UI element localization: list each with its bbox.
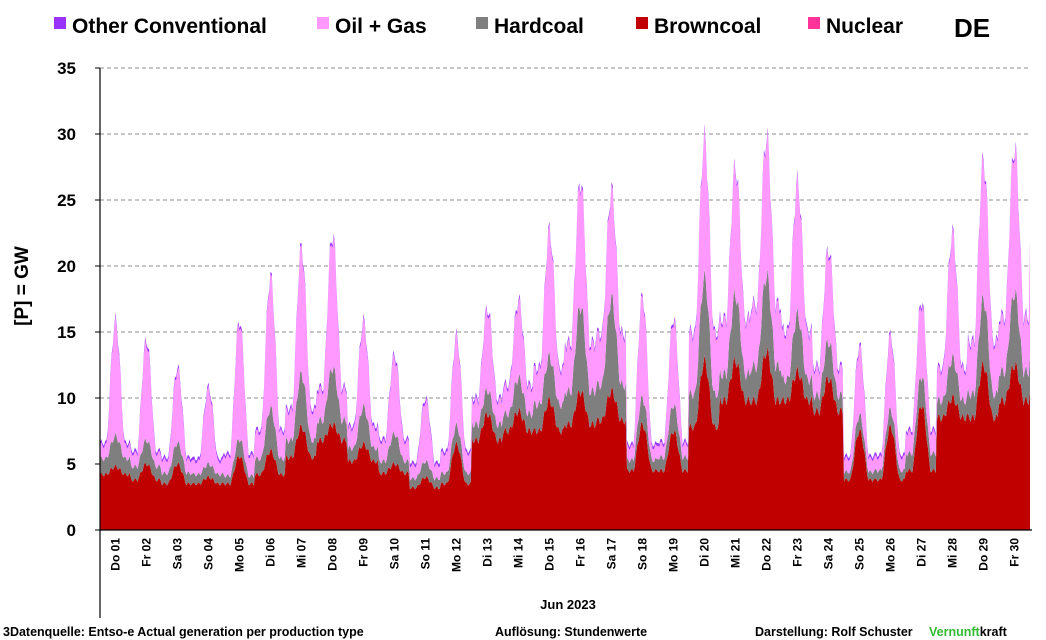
area-oil-gas bbox=[100, 127, 1030, 481]
x-tick-label: So 25 bbox=[853, 538, 867, 570]
axes bbox=[99, 68, 1032, 618]
x-tick-label: Fr 09 bbox=[357, 538, 371, 567]
legend-swatch-browncoal bbox=[636, 17, 648, 29]
y-tick-label: 25 bbox=[57, 191, 76, 210]
footer: 3Datenquelle: Entso-e Actual generation … bbox=[3, 625, 1008, 639]
x-tick-label: So 18 bbox=[636, 538, 650, 570]
x-tick-label: Do 29 bbox=[977, 538, 991, 571]
x-tick-label: Fr 30 bbox=[1008, 538, 1022, 567]
footer-brand: Vernunftkraft bbox=[929, 625, 1008, 639]
legend-swatch-other-conventional bbox=[54, 17, 66, 29]
legend-label-hardcoal: Hardcoal bbox=[494, 15, 584, 38]
y-tick-label: 10 bbox=[57, 389, 76, 408]
x-tick-label: Mo 26 bbox=[884, 538, 898, 572]
x-tick-label: So 11 bbox=[419, 538, 433, 570]
x-ticks: Do 01 Fr 02 Sa 03 So 04 Mo 05 Di 06 Mi 07 Do 08… bbox=[109, 538, 1022, 572]
area-hardcoal bbox=[100, 268, 1030, 490]
x-tick-label: Mi 28 bbox=[946, 538, 960, 568]
x-tick-label: Fr 23 bbox=[791, 538, 805, 567]
legend-label-nuclear: Nuclear bbox=[826, 15, 903, 38]
x-tick-label: Mo 05 bbox=[233, 538, 247, 572]
x-tick-label: Mi 07 bbox=[295, 538, 309, 568]
y-axis-label: [P] = GW bbox=[12, 246, 33, 326]
x-tick-label: Sa 17 bbox=[605, 538, 619, 570]
month-label: Jun 2023 bbox=[540, 597, 596, 612]
y-tick-label: 15 bbox=[57, 323, 76, 342]
x-tick-label: Mo 12 bbox=[450, 538, 464, 572]
x-tick-label: Fr 02 bbox=[140, 538, 154, 567]
y-tick-label: 20 bbox=[57, 257, 76, 276]
footer-source: 3Datenquelle: Entso-e Actual generation … bbox=[3, 625, 364, 639]
x-tick-label: Mo 19 bbox=[667, 538, 681, 572]
area-browncoal bbox=[100, 346, 1030, 530]
x-tick-label: Do 01 bbox=[109, 538, 123, 571]
y-ticks: 0 5 10 15 20 25 30 35 bbox=[57, 59, 100, 540]
legend-swatch-nuclear bbox=[808, 17, 820, 29]
legend: Other Conventional Oil + Gas Hardcoal Br… bbox=[54, 13, 990, 43]
legend-label-oil-gas: Oil + Gas bbox=[335, 15, 427, 38]
x-tick-label: So 04 bbox=[202, 538, 216, 570]
brand-black: kraft bbox=[980, 625, 1008, 639]
footer-resolution: Auflösung: Stundenwerte bbox=[495, 625, 647, 639]
x-tick-label: Mi 21 bbox=[729, 538, 743, 568]
x-tick-label: Sa 24 bbox=[822, 538, 836, 570]
footer-author: Darstellung: Rolf Schuster bbox=[755, 625, 913, 639]
x-tick-label: Do 15 bbox=[543, 538, 557, 571]
x-tick-label: Di 27 bbox=[915, 538, 929, 567]
y-tick-label: 30 bbox=[57, 125, 76, 144]
stacked-areas bbox=[100, 124, 1030, 530]
x-tick-label: Di 06 bbox=[264, 538, 278, 567]
x-tick-label: Sa 03 bbox=[171, 538, 185, 570]
brand-green: Vernunft bbox=[929, 625, 981, 639]
y-tick-label: 35 bbox=[57, 59, 76, 78]
x-tick-label: Fr 16 bbox=[574, 538, 588, 567]
y-tick-label: 5 bbox=[67, 455, 76, 474]
x-tick-label: Mi 14 bbox=[512, 538, 526, 568]
legend-swatch-hardcoal bbox=[476, 17, 488, 29]
x-tick-label: Do 22 bbox=[760, 538, 774, 571]
legend-swatch-oil-gas bbox=[317, 17, 329, 29]
legend-label-browncoal: Browncoal bbox=[654, 15, 761, 38]
x-tick-label: Sa 10 bbox=[388, 538, 402, 570]
legend-label-other-conventional: Other Conventional bbox=[72, 15, 267, 38]
x-tick-label: Di 13 bbox=[481, 538, 495, 567]
country-code: DE bbox=[954, 13, 990, 43]
y-tick-label: 0 bbox=[67, 521, 76, 540]
x-tick-label: Do 08 bbox=[326, 538, 340, 571]
x-tick-label: Di 20 bbox=[698, 538, 712, 567]
